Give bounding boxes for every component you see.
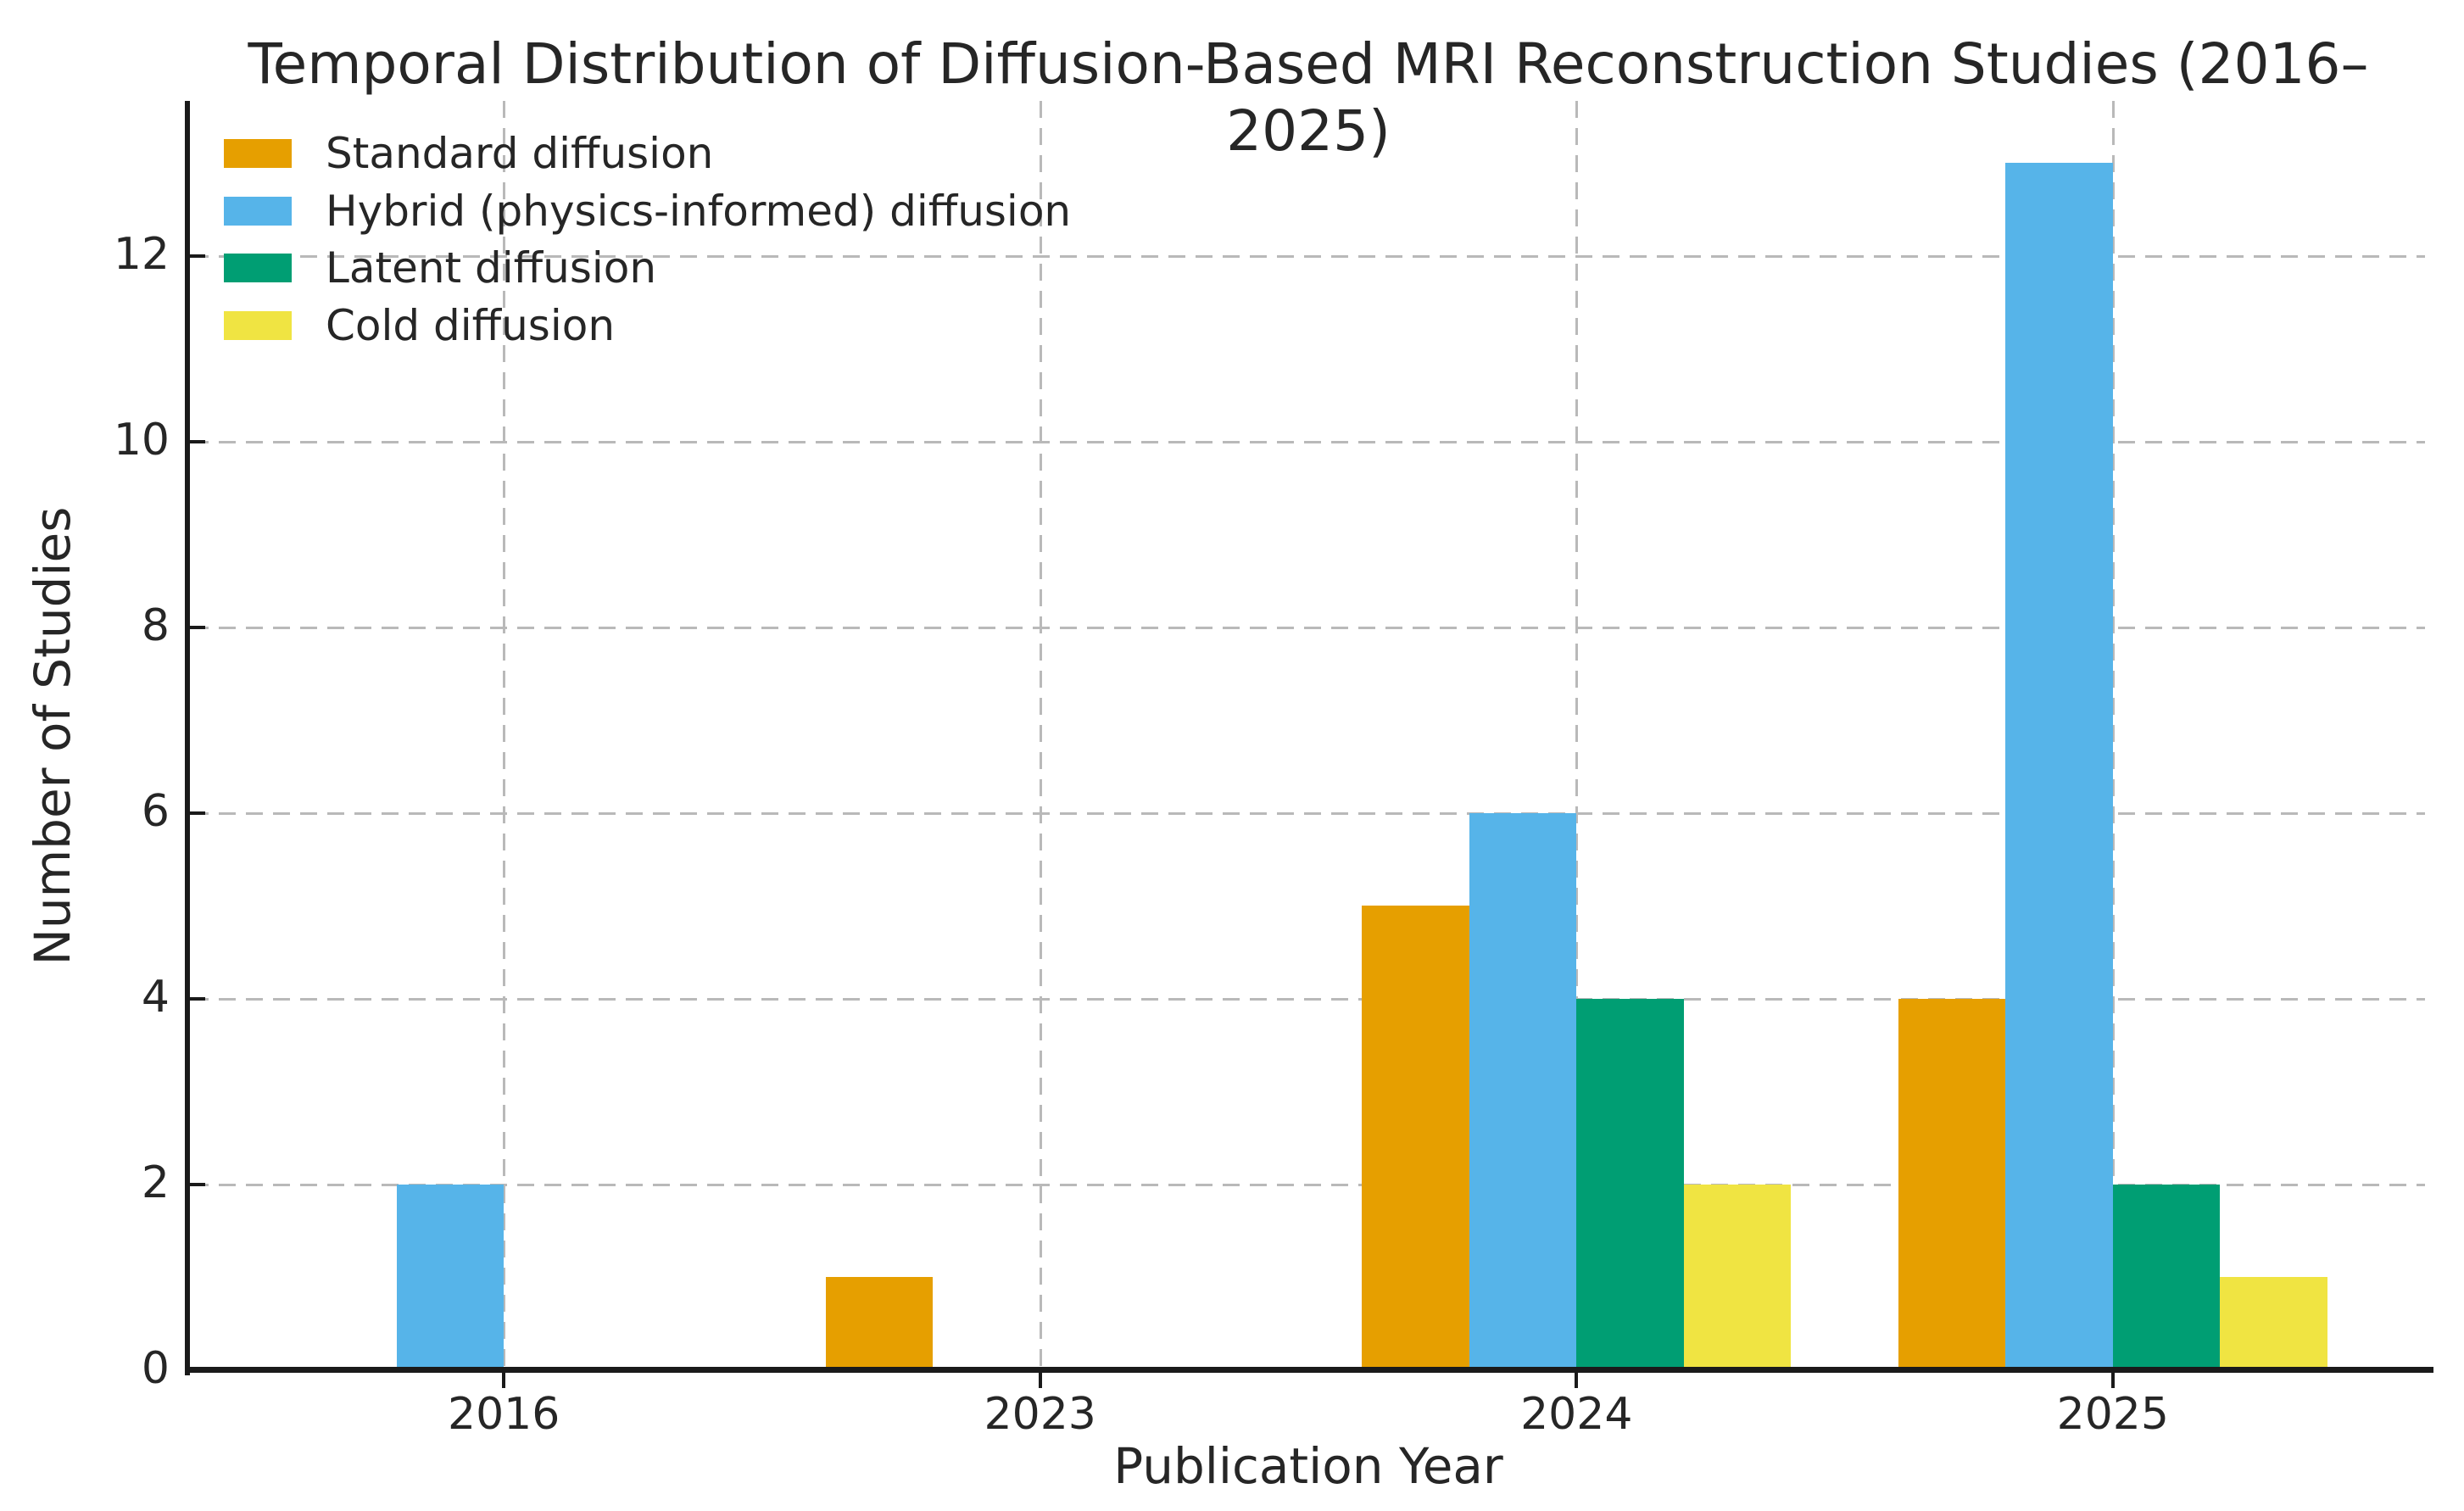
x-gridline [1039,101,1042,1367]
y-tick-label: 0 [141,1342,170,1394]
x-gridline [503,101,506,1367]
y-gridline [192,1183,2425,1186]
legend-item-cold-diffusion: Cold diffusion [224,297,1072,354]
legend-swatch-latent-diffusion [224,254,292,282]
bar-cold-diffusion-2024 [1683,1184,1792,1372]
bar-hybrid-physics-informed-diffusion-2025 [2005,163,2113,1372]
bar-cold-diffusion-2025 [2220,1277,2327,1372]
y-tick-label: 2 [141,1157,170,1208]
chart-title: Temporal Distribution of Diffusion-Based… [248,31,2369,164]
x-tick-label: 2025 [2056,1389,2169,1440]
y-axis-spine [185,101,190,1375]
legend-label: Cold diffusion [326,300,616,350]
y-gridline [192,811,2425,815]
x-tick-mark [1038,1373,1042,1388]
legend-label: Standard diffusion [326,129,714,178]
y-tick-label: 6 [141,785,170,837]
legend-swatch-cold-diffusion [224,310,292,340]
x-axis-label: Publication Year [1113,1437,1503,1495]
x-tick-mark [502,1373,506,1388]
x-tick-label: 2016 [448,1389,560,1440]
x-tick-label: 2023 [984,1389,1096,1440]
legend: Standard diffusion Hybrid (physics-inform… [224,125,1072,362]
y-tick-mark [190,439,205,443]
y-tick-mark [190,254,205,258]
y-tick-mark [190,625,205,629]
x-tick-mark [2110,1373,2115,1388]
legend-item-latent-diffusion: Latent diffusion [224,239,1072,297]
y-gridline [192,440,2425,443]
legend-swatch-standard-diffusion [224,139,292,168]
y-tick-mark [190,996,205,1001]
legend-label: Latent diffusion [326,243,657,293]
y-tick-label: 4 [141,971,170,1023]
x-tick-mark [1575,1373,1579,1388]
bar-standard-diffusion-2025 [1898,998,2006,1372]
legend-swatch-hybrid-physics-informed-diffusion [224,196,292,226]
legend-item-hybrid-physics-informed-diffusion: Hybrid (physics-informed) diffusion [224,182,1072,240]
bar-latent-diffusion-2025 [2112,1184,2221,1372]
legend-item-standard-diffusion: Standard diffusion [224,125,1072,182]
bar-standard-diffusion-2023 [825,1277,934,1372]
y-gridline [192,626,2425,629]
y-gridline [192,997,2425,1001]
y-tick-mark [190,811,205,815]
x-tick-label: 2024 [1520,1389,1633,1440]
bar-standard-diffusion-2024 [1362,906,1469,1372]
y-tick-label: 8 [141,599,170,651]
y-tick-mark [190,1182,205,1186]
x-axis-spine [185,1367,2433,1373]
y-tick-label: 12 [113,228,170,280]
y-gridline [192,254,2425,258]
legend-label: Hybrid (physics-informed) diffusion [326,186,1072,236]
x-gridline [1575,101,1579,1367]
x-gridline [2111,101,2115,1367]
bar-hybrid-physics-informed-diffusion-2016 [396,1184,505,1372]
bar-hybrid-physics-informed-diffusion-2024 [1469,812,1577,1372]
y-tick-label: 10 [113,414,170,466]
y-tick-mark [190,1369,205,1372]
bar-latent-diffusion-2024 [1576,998,1684,1372]
